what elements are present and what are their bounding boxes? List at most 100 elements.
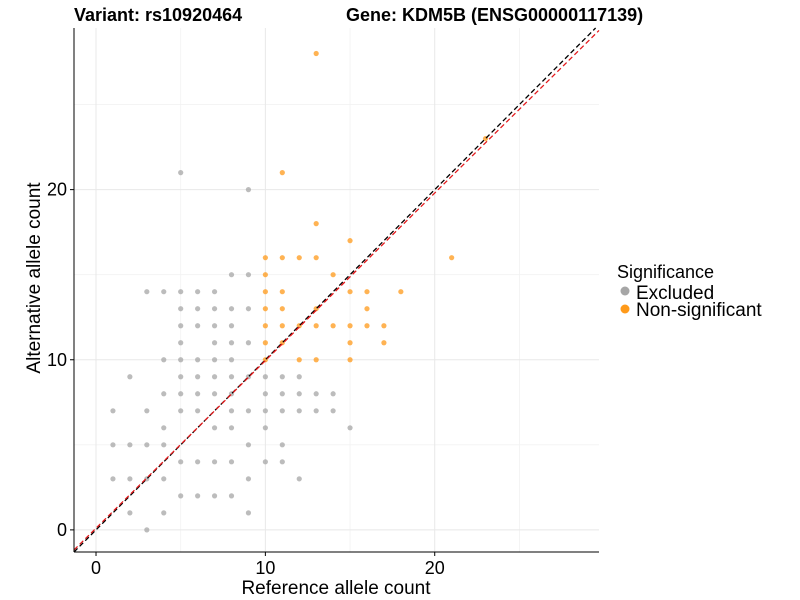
data-point-excluded: [279, 459, 285, 465]
legend-label-excluded: Excluded: [636, 283, 714, 304]
y-axis-label: Alternative allele count: [24, 182, 45, 374]
data-point-excluded: [211, 425, 218, 431]
data-point-excluded: [228, 374, 235, 380]
data-point-excluded: [228, 425, 235, 431]
data-point-excluded: [195, 408, 201, 414]
data-point-excluded: [195, 374, 201, 380]
data-point-excluded: [262, 408, 268, 414]
data-point-non-significant: [262, 306, 268, 312]
data-point-excluded: [245, 306, 252, 312]
data-point-excluded: [279, 442, 285, 448]
chart-title-gene: Gene: KDM5B (ENSG00000117139): [346, 5, 643, 25]
data-point-non-significant: [313, 50, 319, 57]
data-point-excluded: [296, 476, 302, 482]
axes: [70, 28, 599, 556]
data-point-non-significant: [347, 289, 353, 295]
data-point-excluded: [296, 374, 302, 380]
data-point-non-significant: [347, 340, 353, 346]
data-point-excluded: [228, 408, 235, 414]
chart-title-variant: Variant: rs10920464: [74, 5, 242, 25]
data-point-excluded: [144, 408, 150, 414]
tick-labels: 0 10 20 0 10 20: [47, 180, 445, 578]
x-axis-label: Reference allele count: [241, 578, 431, 599]
data-point-excluded: [347, 425, 353, 431]
y-tick-label: 0: [57, 520, 67, 540]
data-point-non-significant: [381, 340, 387, 346]
data-point-non-significant: [364, 306, 370, 312]
data-point-excluded: [262, 425, 268, 431]
data-point-non-significant: [313, 221, 319, 227]
x-tick-label: 0: [91, 558, 101, 578]
data-point-excluded: [178, 459, 184, 465]
data-point-excluded: [228, 459, 235, 465]
data-point-excluded: [195, 289, 201, 295]
data-point-excluded: [161, 476, 167, 482]
data-point-non-significant: [262, 272, 268, 278]
data-point-non-significant: [330, 323, 336, 329]
data-point-non-significant: [279, 170, 285, 176]
data-point-non-significant: [279, 323, 285, 329]
data-point-excluded: [211, 391, 218, 397]
data-point-excluded: [228, 357, 235, 363]
data-point-non-significant: [279, 255, 285, 261]
data-point-excluded: [228, 272, 235, 278]
data-point-excluded: [178, 493, 184, 499]
data-point-excluded: [178, 374, 184, 380]
data-point-excluded: [211, 340, 218, 346]
data-point-excluded: [127, 510, 133, 516]
data-point-excluded: [178, 408, 184, 414]
data-point-excluded: [228, 493, 235, 499]
data-point-excluded: [262, 374, 268, 380]
legend-swatch-excluded: [620, 286, 630, 296]
data-point-excluded: [262, 459, 268, 465]
data-point-non-significant: [279, 289, 285, 295]
data-point-excluded: [296, 408, 302, 414]
data-point-non-significant: [279, 306, 285, 312]
data-point-excluded: [161, 391, 167, 397]
data-point-excluded: [110, 442, 116, 448]
reference-lines: [73, 27, 600, 553]
data-point-excluded: [144, 527, 150, 533]
y-tick-label: 20: [47, 180, 67, 200]
data-point-excluded: [161, 442, 167, 448]
data-point-excluded: [211, 374, 218, 380]
data-point-non-significant: [262, 255, 268, 261]
data-point-excluded: [245, 340, 252, 346]
data-point-non-significant: [262, 340, 268, 346]
data-point-non-significant: [313, 323, 319, 329]
data-point-excluded: [161, 289, 167, 295]
data-point-excluded: [245, 187, 252, 193]
data-point-excluded: [211, 493, 218, 499]
data-point-excluded: [211, 306, 218, 312]
data-point-excluded: [330, 391, 336, 397]
x-tick-label: 20: [425, 558, 445, 578]
data-point-excluded: [178, 357, 184, 363]
data-point-excluded: [211, 459, 218, 465]
data-point-excluded: [211, 323, 218, 329]
data-point-excluded: [195, 357, 201, 363]
data-point-excluded: [228, 323, 235, 329]
data-point-non-significant: [449, 255, 455, 261]
data-point-excluded: [110, 476, 116, 482]
data-point-excluded: [211, 289, 218, 295]
reference-line-fit: [73, 30, 600, 551]
data-point-non-significant: [364, 323, 370, 329]
legend-label-non-significant: Non-significant: [636, 300, 762, 321]
data-point-excluded: [245, 408, 252, 414]
data-point-excluded: [279, 374, 285, 380]
data-point-excluded: [195, 493, 201, 499]
reference-line-identity: [73, 27, 597, 553]
data-point-excluded: [178, 289, 184, 295]
data-point-excluded: [245, 510, 252, 516]
data-point-excluded: [178, 323, 184, 329]
data-point-excluded: [144, 442, 150, 448]
data-point-excluded: [245, 272, 252, 278]
data-point-non-significant: [347, 357, 353, 363]
legend-title: Significance: [617, 262, 714, 282]
data-point-excluded: [178, 170, 184, 176]
legend: Significance Excluded Non-significant: [617, 262, 762, 321]
data-point-excluded: [211, 357, 218, 363]
data-point-non-significant: [296, 255, 302, 261]
data-point-excluded: [144, 289, 150, 295]
